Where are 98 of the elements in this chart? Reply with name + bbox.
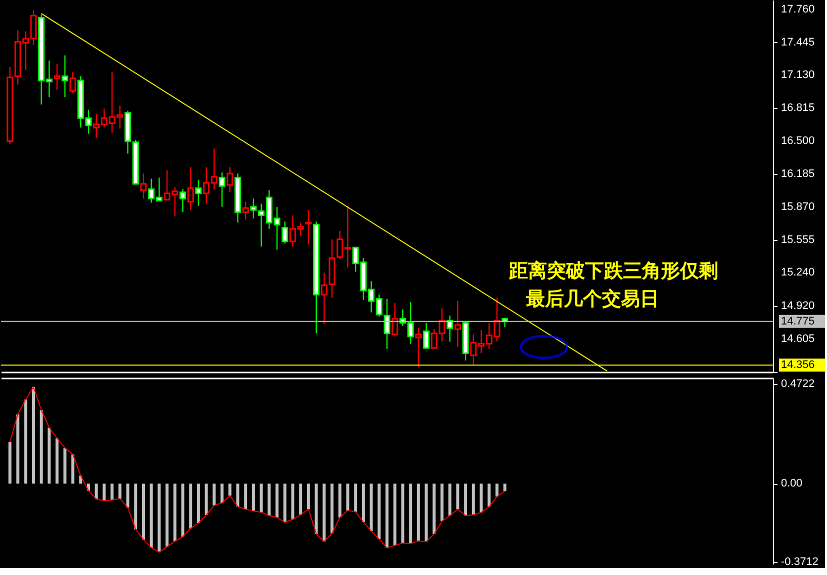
bar xyxy=(48,428,51,484)
y-tick-label: 15.240 xyxy=(781,266,815,279)
bar xyxy=(212,484,216,506)
bar xyxy=(173,484,176,542)
bar xyxy=(291,484,294,520)
bar xyxy=(401,484,404,544)
candlestick xyxy=(195,179,202,206)
bar xyxy=(440,484,444,522)
bar xyxy=(495,484,498,497)
bar xyxy=(166,484,169,547)
bar xyxy=(378,484,381,540)
bar xyxy=(268,484,271,516)
bar xyxy=(94,484,98,500)
bar xyxy=(158,484,161,552)
bar xyxy=(362,484,365,522)
bar xyxy=(503,484,506,492)
candlestick xyxy=(305,209,312,246)
y-tick-label: 15.555 xyxy=(781,234,815,246)
bar xyxy=(456,484,460,510)
bar xyxy=(56,438,59,484)
bar xyxy=(40,410,43,484)
bar xyxy=(424,484,428,542)
bar xyxy=(370,484,373,532)
bar xyxy=(488,484,491,507)
bar xyxy=(102,484,106,501)
y-tick-label: -0.3712 xyxy=(781,556,818,568)
bar xyxy=(393,484,396,546)
candlestick xyxy=(415,328,422,368)
candlestick xyxy=(446,314,454,342)
bar xyxy=(228,484,232,496)
bar xyxy=(338,484,342,518)
ref-line-label: 14.775 xyxy=(781,315,815,328)
bar xyxy=(8,442,12,484)
bar xyxy=(354,484,358,512)
bar xyxy=(126,484,130,508)
bar xyxy=(181,484,184,537)
line-series xyxy=(9,386,506,553)
ref-line-label: 14.356 xyxy=(781,359,815,372)
bar xyxy=(409,484,412,544)
bar xyxy=(386,484,388,548)
bar xyxy=(416,484,420,541)
y-tick-label: 0.00 xyxy=(781,478,802,490)
y-tick-label: 17.445 xyxy=(781,36,815,48)
bar xyxy=(63,448,66,484)
bar xyxy=(204,484,208,515)
bar xyxy=(150,484,153,548)
bar xyxy=(110,484,114,500)
y-tick-label: 0.4722 xyxy=(781,378,815,390)
bar xyxy=(432,484,436,534)
bar xyxy=(276,484,279,518)
bar xyxy=(283,484,286,522)
bar xyxy=(236,484,240,507)
candlestick xyxy=(180,188,186,213)
bar xyxy=(32,386,35,484)
y-tick-label: 16.185 xyxy=(781,168,815,180)
candlestick xyxy=(392,302,398,338)
y-tick-label: 17.760 xyxy=(781,3,815,16)
bar xyxy=(480,484,483,512)
bar xyxy=(346,484,350,511)
y-tick-label: 17.130 xyxy=(781,69,815,82)
y-tick-label: 15.870 xyxy=(781,200,815,213)
y-tick-label: 14.605 xyxy=(781,333,815,346)
candlestick xyxy=(54,63,60,90)
annotation: 最后几个交易日 xyxy=(525,288,659,310)
bar xyxy=(244,484,248,510)
candlestick xyxy=(140,172,147,200)
bar xyxy=(314,484,318,534)
bar xyxy=(260,484,263,512)
y-tick-label: 16.815 xyxy=(781,102,815,114)
y-tick-label: 16.500 xyxy=(781,135,815,148)
annotation: 距离突破下跌三角形仅剩 xyxy=(508,260,718,282)
candlestick xyxy=(242,201,249,220)
bar xyxy=(142,484,145,540)
bar xyxy=(220,484,224,503)
bar xyxy=(196,484,200,523)
bar xyxy=(464,484,468,516)
bar xyxy=(472,484,475,515)
bar xyxy=(306,484,310,510)
bar xyxy=(330,484,334,534)
candlestick xyxy=(454,300,461,348)
bar xyxy=(16,414,20,484)
bar xyxy=(448,484,452,516)
bar xyxy=(299,484,302,515)
candlestick xyxy=(282,220,288,244)
candlestick xyxy=(226,166,234,193)
y-tick-label: 14.920 xyxy=(781,300,815,312)
candlestick xyxy=(218,172,226,208)
candlestick xyxy=(423,322,430,350)
candlestick xyxy=(70,72,76,94)
bar xyxy=(322,484,326,542)
bar xyxy=(71,454,74,484)
bar xyxy=(252,484,255,511)
bar xyxy=(134,484,138,530)
bar xyxy=(189,484,192,528)
candlestick xyxy=(187,166,194,211)
bar xyxy=(24,400,28,484)
bar xyxy=(118,484,122,499)
candlestick xyxy=(62,54,68,98)
